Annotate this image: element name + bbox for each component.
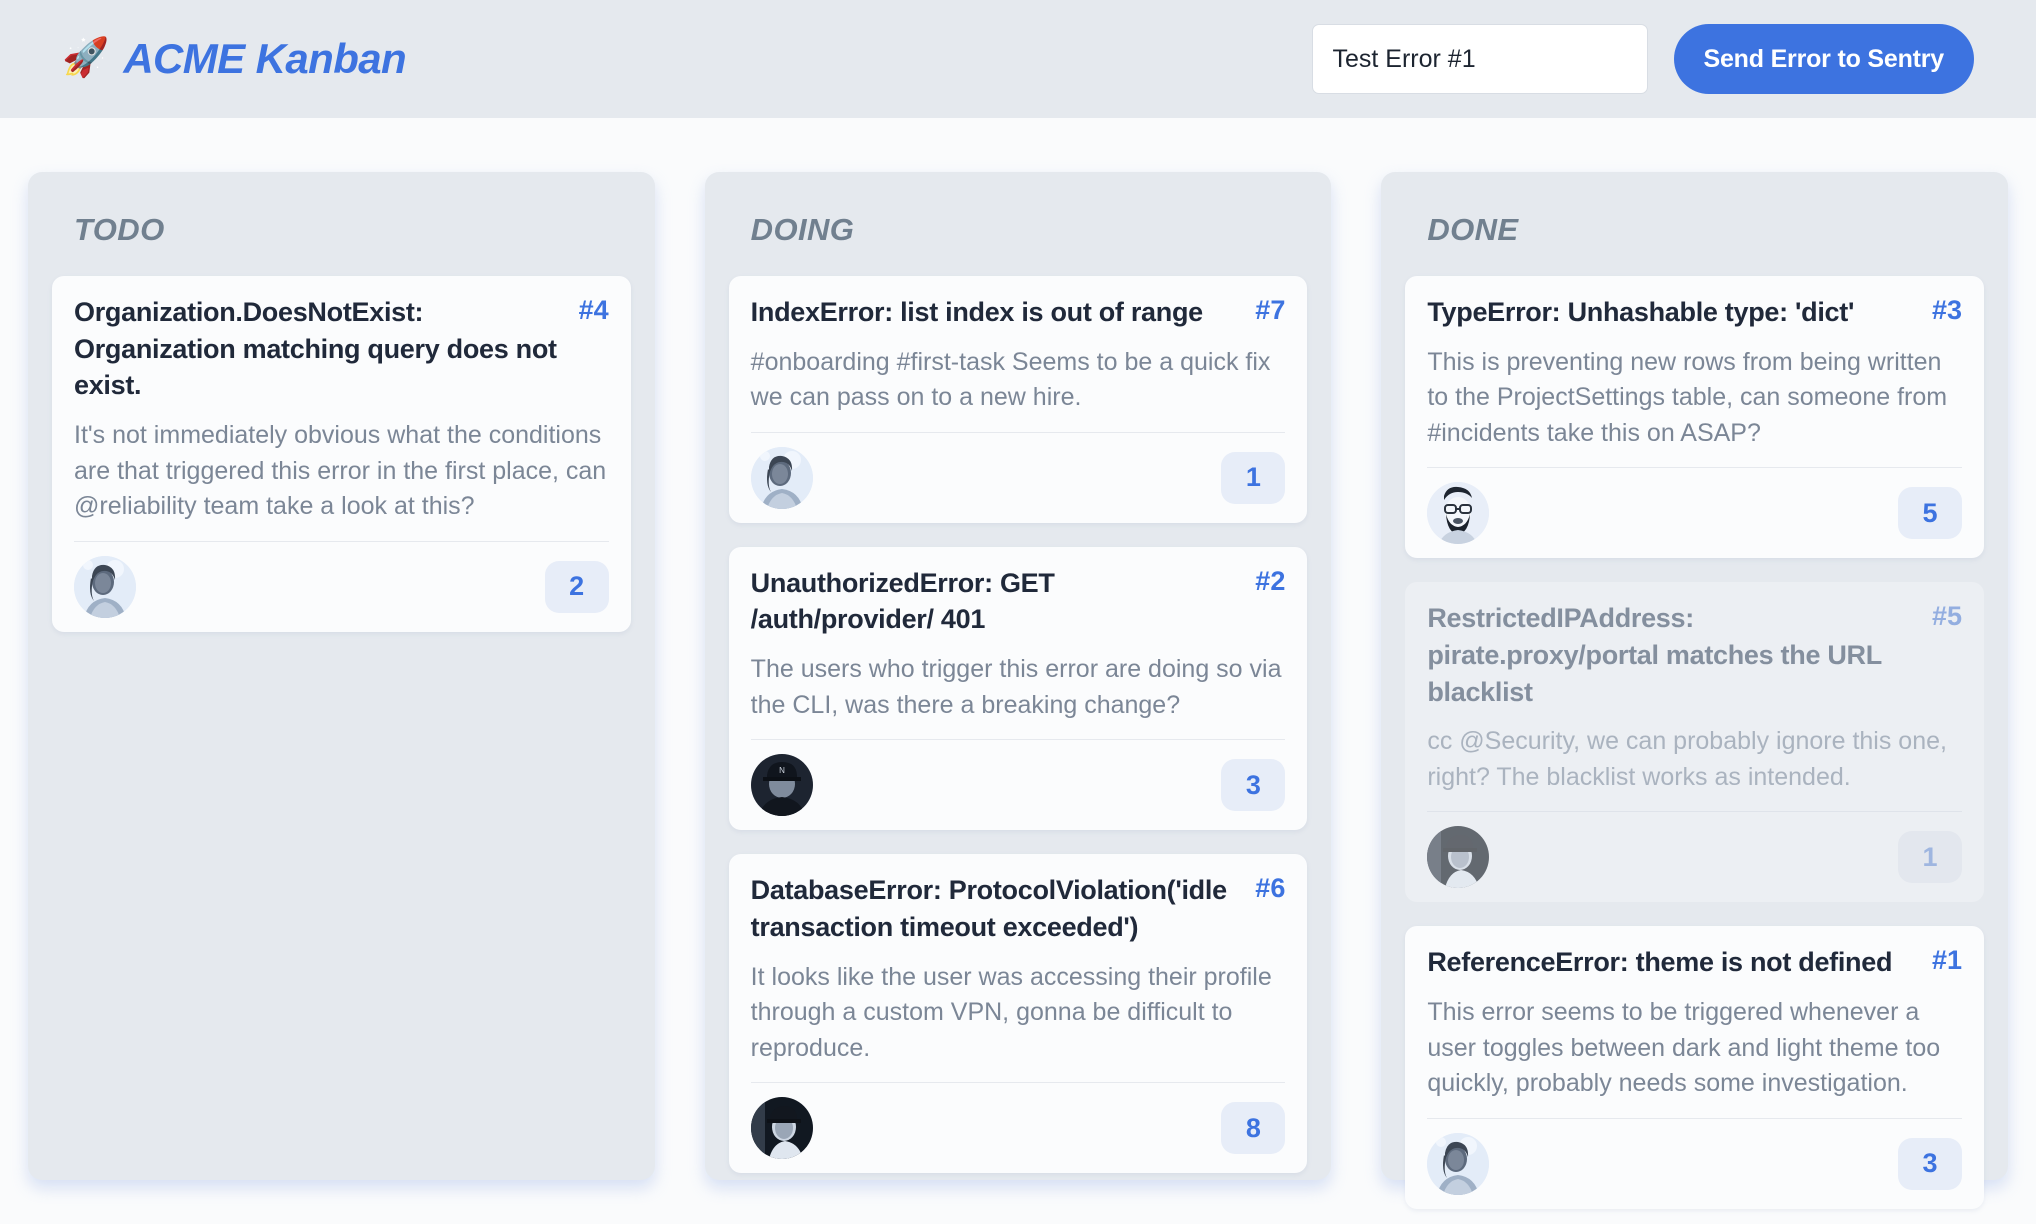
card-footer: 1 (1427, 811, 1963, 889)
card-number: #2 (1255, 565, 1286, 596)
kanban-column-doing: DOING IndexError: list index is out of ra… (704, 172, 1332, 1180)
card-header: IndexError: list index is out of range #7 (751, 294, 1286, 331)
kanban-card[interactable]: UnauthorizedError: GET /auth/provider/ 4… (728, 546, 1308, 831)
card-footer: 5 (1427, 467, 1963, 545)
comment-count-badge[interactable]: 1 (1221, 451, 1286, 504)
card-description: #onboarding #first-task Seems to be a qu… (750, 347, 1271, 412)
comment-count-badge[interactable]: 1 (1898, 831, 1963, 884)
card-header: Organization.DoesNotExist: Organization … (74, 294, 609, 404)
card-description: It's not immediately obvious what the co… (74, 421, 607, 521)
card-title: DatabaseError: ProtocolViolation('idle t… (750, 875, 1227, 942)
card-description: The users who trigger this error are doi… (750, 655, 1282, 719)
card-title: Organization.DoesNotExist: Organization … (74, 297, 557, 401)
card-list: TypeError: Unhashable type: 'dict' #3 This… (1405, 276, 1985, 1209)
card-number: #3 (1931, 295, 1963, 325)
card-title: TypeError: Unhashable type: 'dict' (1427, 297, 1855, 327)
rocket-icon: 🚀 (62, 37, 110, 79)
card-list: IndexError: list index is out of range #7… (728, 276, 1308, 1174)
error-title-input[interactable] (1311, 24, 1648, 94)
card-description: cc @Security, we can probably ignore thi… (1427, 727, 1947, 791)
kanban-card[interactable]: IndexError: list index is out of range #7… (728, 276, 1308, 523)
column-title: DONE (1427, 212, 1519, 247)
card-number: #5 (1931, 601, 1963, 632)
header-controls: Send Error to Sentry (1311, 0, 1974, 118)
avatar-woman-smiling[interactable] (750, 446, 813, 509)
kanban-board: TODO Organization.DoesNotExist: Organizat… (0, 118, 2036, 1209)
kanban-card[interactable]: RestrictedIPAddress: pirate.proxy/portal… (1405, 582, 1985, 903)
card-footer: 2 (74, 540, 609, 618)
card-title: UnauthorizedError: GET /auth/provider/ 4… (750, 567, 1055, 635)
column-title: TODO (74, 212, 165, 247)
avatar-man-cap[interactable] (750, 1097, 813, 1160)
comment-count-badge[interactable]: 8 (1221, 1102, 1286, 1155)
card-title: RestrictedIPAddress: pirate.proxy/portal… (1427, 603, 1882, 707)
card-description: This error seems to be triggered wheneve… (1427, 998, 1941, 1098)
card-list: Organization.DoesNotExist: Organization … (52, 276, 631, 632)
avatar-man-cap-dark[interactable]: N (750, 754, 813, 817)
card-number: #6 (1255, 873, 1286, 904)
card-description: It looks like the user was accessing the… (750, 962, 1272, 1062)
card-number: #4 (578, 295, 609, 325)
avatar-man-beard-glasses[interactable] (1427, 482, 1490, 545)
brand-logo: 🚀 ACME Kanban (62, 35, 407, 83)
card-title: IndexError: list index is out of range (750, 297, 1203, 327)
svg-text:N: N (779, 766, 785, 775)
send-error-to-sentry-button[interactable]: Send Error to Sentry (1673, 24, 1974, 94)
app-title: ACME Kanban (123, 35, 407, 82)
card-header: DatabaseError: ProtocolViolation('idle t… (751, 872, 1286, 945)
card-title: ReferenceError: theme is not defined (1427, 947, 1893, 978)
card-header: UnauthorizedError: GET /auth/provider/ 4… (751, 565, 1286, 638)
kanban-column-done: DONE TypeError: Unhashable type: 'dict' #3… (1381, 172, 2009, 1209)
card-number: #7 (1255, 295, 1286, 325)
app-header: 🚀 ACME Kanban Send Error to Sentry (0, 0, 2036, 118)
comment-count-badge[interactable]: 5 (1898, 487, 1963, 540)
kanban-card[interactable]: DatabaseError: ProtocolViolation('idle t… (728, 854, 1308, 1174)
card-footer: 1 (750, 431, 1286, 509)
card-footer: N 3 (750, 739, 1286, 817)
comment-count-badge[interactable]: 3 (1221, 759, 1286, 812)
kanban-card[interactable]: ReferenceError: theme is not defined #1 Th… (1405, 926, 1985, 1209)
comment-count-badge[interactable]: 2 (544, 560, 609, 613)
avatar-man-cap[interactable] (1427, 826, 1490, 889)
avatar-woman-smiling[interactable] (1427, 1132, 1490, 1195)
kanban-card[interactable]: Organization.DoesNotExist: Organization … (52, 276, 631, 632)
card-description: This is preventing new rows from being w… (1427, 347, 1948, 447)
card-footer: 8 (750, 1082, 1286, 1160)
avatar-woman-smiling[interactable] (74, 555, 136, 618)
kanban-card[interactable]: TypeError: Unhashable type: 'dict' #3 This… (1405, 276, 1985, 559)
kanban-column-todo: TODO Organization.DoesNotExist: Organizat… (28, 172, 655, 1180)
card-number: #1 (1931, 945, 1963, 976)
card-header: TypeError: Unhashable type: 'dict' #3 (1427, 294, 1962, 331)
card-header: RestrictedIPAddress: pirate.proxy/portal… (1427, 600, 1962, 710)
comment-count-badge[interactable]: 3 (1898, 1137, 1963, 1190)
column-title: DOING (750, 212, 855, 247)
card-footer: 3 (1427, 1117, 1963, 1195)
card-header: ReferenceError: theme is not defined #1 (1427, 944, 1962, 981)
